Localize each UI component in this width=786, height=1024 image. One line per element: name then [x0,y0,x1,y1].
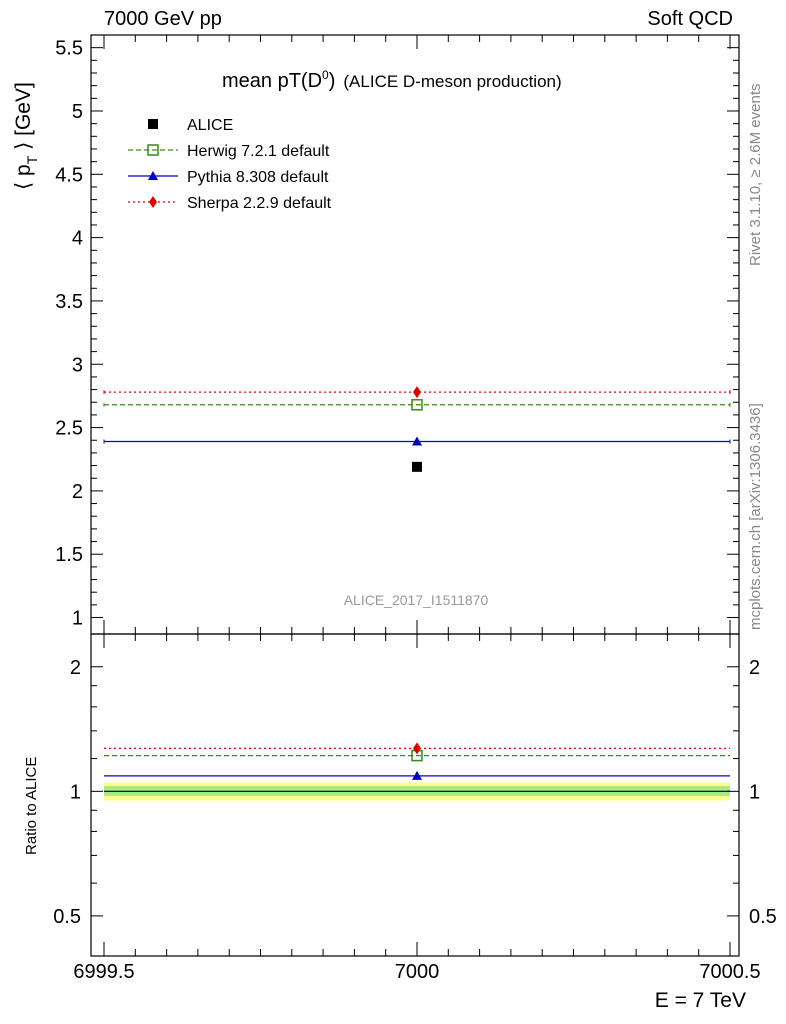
main-y-tick-label: 3 [72,354,83,376]
main-point-triangle-2 [412,436,422,446]
legend-marker-1 [147,144,159,156]
x-tick-label: 7000.5 [699,961,760,983]
ratio-point-triangle-1 [412,770,422,780]
main-y-tick-label: 4 [72,228,83,250]
chart-title: mean pT(D0) (ALICE D-meson production) [222,68,562,92]
ratio-y-tick-label-right: 2 [749,657,760,679]
svg-text:⟨ pT ⟩ [GeV]: ⟨ pT ⟩ [GeV] [12,82,40,190]
legend-label-0: ALICE [187,117,233,134]
main-y-tick-label: 1.5 [55,544,83,566]
main-y-tick-label: 4.5 [55,164,83,186]
legend-marker-3 [149,196,157,208]
legend-label-3: Sherpa 2.2.9 default [187,195,332,212]
header-right: Soft QCD [647,8,733,30]
ratio-y-tick-label-left: 0.5 [53,906,81,928]
main-y-tick-label: 3.5 [55,291,83,313]
x-tick-label: 6999.5 [73,961,134,983]
main-point-square-open-1 [411,399,423,411]
ratio-point-diamond-2 [413,742,421,755]
header-left: 7000 GeV pp [104,8,222,30]
main-point-diamond-3 [413,386,421,399]
legend-marker-2 [148,171,158,180]
main-y-tick-label: 2 [72,481,83,503]
ratio-y-tick-label-left: 2 [70,657,81,679]
ratio-plot-frame [90,633,740,957]
legend: ALICE Herwig 7.2.1 default Pythia 8.308 de… [128,117,332,212]
watermark-analysis-id: ALICE_2017_I1511870 [344,592,489,608]
main-y-tick-label: 2.5 [55,418,83,440]
x-tick-label: 7000 [395,961,440,983]
legend-label-2: Pythia 8.308 default [187,169,329,186]
main-y-tick-label: 5 [72,101,83,123]
main-y-tick-label: 5.5 [55,38,83,60]
legend-marker-0 [148,119,158,129]
ratio-y-tick-label-right: 0.5 [749,906,777,928]
y-axis-title-ratio: Ratio to ALICE [23,757,40,855]
ratio-y-tick-label-left: 1 [70,781,81,803]
ratio-y-tick-label-right: 1 [749,781,760,803]
y-axis-title-main: ⟨ pT ⟩ [GeV] [12,82,40,190]
main-y-tick-label: 1 [72,608,83,630]
legend-label-1: Herwig 7.2.1 default [187,143,330,160]
main-point-square-filled-0 [412,461,422,472]
x-axis-title: E = 7 TeV [655,989,746,1012]
